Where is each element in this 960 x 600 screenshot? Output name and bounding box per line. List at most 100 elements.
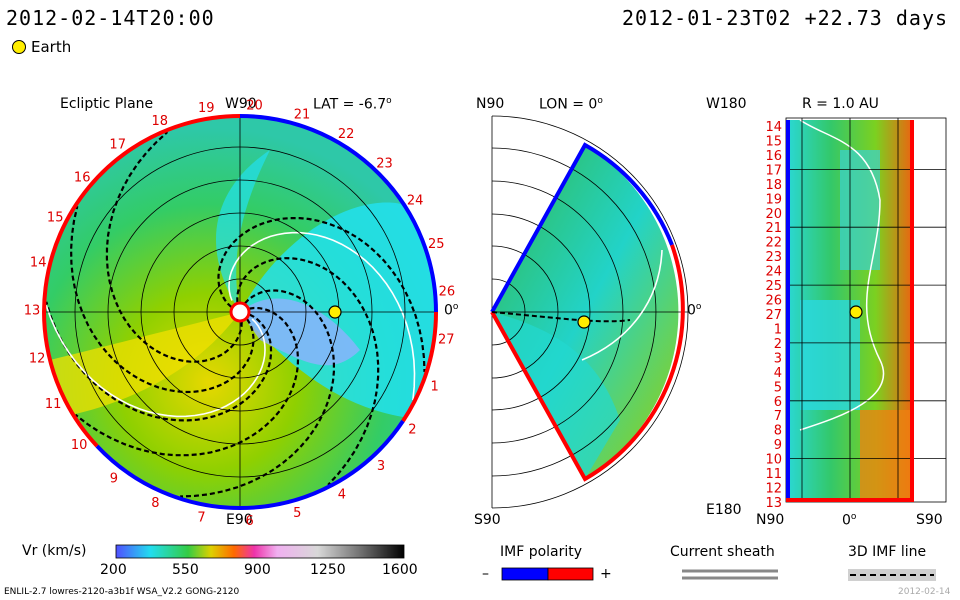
footer-model-info: ENLIL-2.7 lowres-2120-a3b1f WSA_V2.2 GON… [4, 587, 240, 597]
imf-positive-label: + [600, 566, 612, 582]
imf-spiral-line [69, 206, 255, 394]
carrington-side-label: 6 [774, 395, 782, 410]
carrington-ring-label: 26 [439, 284, 456, 299]
ecliptic-right-label: 0o [444, 302, 459, 319]
vr-colorbar [115, 544, 405, 559]
ecliptic-top-label: W90 [225, 96, 257, 112]
meridional-bottom-label: S90 [474, 512, 501, 528]
footer-date: 2012-02-14 [898, 587, 951, 597]
carrington-ring-label: 22 [338, 127, 355, 142]
meridional-panel [490, 115, 689, 509]
carrington-ring-label: 11 [45, 397, 62, 412]
carrington-side-label: 9 [774, 438, 782, 453]
colorbar-tick-4: 1250 [310, 562, 346, 578]
sun-inner-boundary [229, 301, 251, 323]
carrington-ring-label: 7 [197, 510, 205, 525]
carrington-side-label: 4 [774, 366, 782, 381]
carrington-ring-label: 10 [71, 438, 88, 453]
carrington-side-label: 21 [765, 221, 782, 236]
carrington-ring-label: 1 [430, 379, 438, 394]
carrington-side-label: 18 [765, 178, 782, 193]
carrington-ring-label: 5 [293, 506, 301, 521]
imf-line-title: 3D IMF line [848, 544, 927, 560]
current-sheath-swatch [682, 569, 778, 580]
carrington-side-label: 10 [765, 453, 782, 468]
radial-x-mid: 0o [842, 512, 857, 529]
radial-top-left-label: W180 [706, 96, 747, 112]
carrington-side-label: 15 [765, 135, 782, 150]
carrington-side-label: 5 [774, 380, 782, 395]
ecliptic-lat-label: LAT = -6.7o [313, 96, 392, 113]
carrington-side-label: 12 [765, 482, 782, 497]
imf-spiral-line [74, 306, 300, 457]
radial-title: R = 1.0 AU [802, 96, 879, 112]
imf-polarity-rim [42, 114, 439, 511]
carrington-ring-label: 9 [110, 471, 118, 486]
current-sheath-line [45, 304, 266, 418]
radial-bottom-left-label: E180 [706, 502, 742, 518]
carrington-side-label: 14 [765, 120, 782, 135]
imf-spiral-line [180, 289, 335, 498]
carrington-ring-label: 15 [47, 211, 64, 226]
carrington-ring-label: 8 [151, 496, 159, 511]
carrington-side-label: 13 [765, 496, 782, 511]
current-sheath-lines [45, 231, 416, 418]
carrington-ring-label: 27 [438, 333, 455, 348]
imf-spiral-line [105, 131, 243, 363]
carrington-side-label: 24 [765, 265, 782, 280]
model-time: 2012-02-14T20:00 [6, 6, 215, 30]
radial-x-left: N90 [756, 512, 785, 528]
carrington-side-label: 16 [765, 149, 782, 164]
colorbar-tick-1: 200 [100, 562, 127, 578]
carrington-ring-label: 4 [338, 487, 346, 502]
carrington-ring-label: 14 [30, 256, 47, 271]
spiral-arms [45, 131, 426, 498]
earth-marker [328, 305, 342, 319]
carrington-ring-label: 13 [24, 304, 41, 319]
imf-spiral-line [45, 301, 273, 422]
carrington-ring-label: 21 [294, 107, 311, 122]
carrington-ring-label: 20 [246, 99, 263, 114]
carrington-side-labels: 1415161718192021222324252627123456789101… [765, 120, 782, 511]
carrington-side-label: 11 [765, 467, 782, 482]
carrington-side-label: 2 [774, 337, 782, 352]
earth-marker-meridional [577, 315, 591, 329]
carrington-ring-label: 17 [109, 138, 126, 153]
run-start-time: 2012-01-23T02 +22.73 days [622, 6, 949, 30]
carrington-ring-label: 23 [376, 156, 393, 171]
carrington-ring-label: 2 [408, 422, 416, 437]
ecliptic-panel: 2021222324252627123456789101112131415161… [24, 99, 455, 529]
carrington-side-label: 19 [765, 192, 782, 207]
carrington-side-label: 1 [774, 323, 782, 338]
colorbar-tick-2: 550 [172, 562, 199, 578]
earth-marker-radial [849, 305, 863, 319]
radial-panel: 1415161718192021222324252627123456789101… [765, 117, 947, 511]
colorbar-label: Vr (km/s) [22, 543, 87, 559]
meridional-lon-label: LON = 0o [539, 96, 603, 113]
earth-legend-label: Earth [31, 38, 72, 56]
colorbar-tick-3: 900 [244, 562, 271, 578]
imf-polarity-swatch [501, 567, 594, 581]
carrington-ring-label: 12 [29, 352, 46, 367]
radial-x-right: S90 [916, 512, 943, 528]
imf-polarity-title: IMF polarity [500, 544, 583, 560]
carrington-side-label: 3 [774, 351, 782, 366]
carrington-ring-labels: 2021222324252627123456789101112131415161… [24, 99, 455, 529]
carrington-side-label: 25 [765, 279, 782, 294]
ecliptic-bottom-label: E90 [226, 512, 253, 528]
carrington-side-label: 22 [765, 236, 782, 251]
carrington-ring-label: 16 [74, 171, 91, 186]
carrington-ring-label: 6 [246, 514, 254, 529]
carrington-ring-label: 25 [428, 237, 445, 252]
meridional-right-label: 0o [687, 302, 702, 319]
current-sheath-line [228, 231, 416, 401]
imf-spiral-line [236, 257, 380, 486]
carrington-side-label: 7 [774, 409, 782, 424]
imf-spiral-line [217, 217, 426, 372]
carrington-side-label: 27 [765, 308, 782, 323]
current-sheath-title: Current sheath [670, 544, 775, 560]
carrington-ring-label: 19 [198, 101, 215, 116]
imf-negative-label: – [482, 566, 489, 582]
carrington-side-label: 8 [774, 424, 782, 439]
